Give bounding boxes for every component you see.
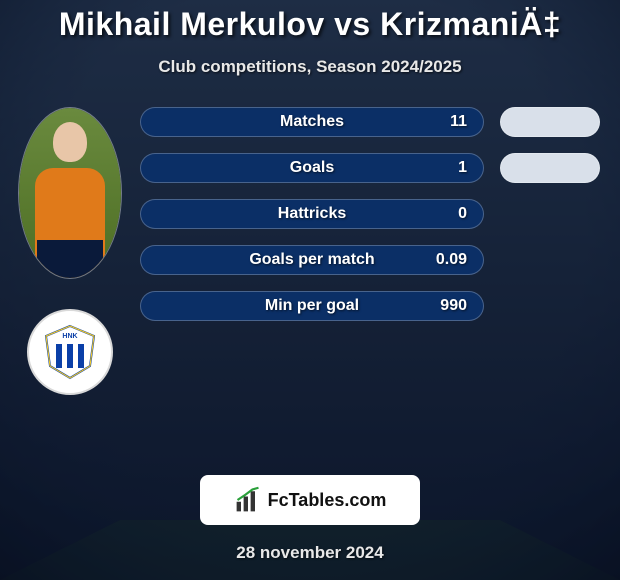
stat-pill: Hattricks 0 xyxy=(140,199,484,229)
subtitle: Club competitions, Season 2024/2025 xyxy=(0,57,620,77)
player2-stat-pill xyxy=(500,153,600,183)
fctables-watermark: FcTables.com xyxy=(200,475,420,525)
stat-value: 990 xyxy=(440,297,467,315)
stat-pill: Matches 11 xyxy=(140,107,484,137)
player2-column xyxy=(490,107,610,395)
player2-stat-pill xyxy=(500,107,600,137)
player1-shorts xyxy=(37,240,103,278)
generated-date: 28 november 2024 xyxy=(0,543,620,563)
stat-value: 0 xyxy=(458,205,467,223)
stat-value: 0.09 xyxy=(436,251,467,269)
stat-label: Min per goal xyxy=(265,297,359,315)
page-title: Mikhail Merkulov vs KrizmaniÄ‡ xyxy=(0,0,620,43)
stat-value: 1 xyxy=(458,159,467,177)
stat-pill: Goals per match 0.09 xyxy=(140,245,484,275)
stat-pill: Min per goal 990 xyxy=(140,291,484,321)
player1-photo xyxy=(18,107,122,279)
stat-label: Matches xyxy=(280,113,344,131)
stat-pills: Matches 11 Goals 1 Hattricks 0 Goals per match… xyxy=(130,107,490,395)
stat-value: 11 xyxy=(450,113,467,131)
watermark-text: FcTables.com xyxy=(268,490,387,511)
club-badge-text: HNK xyxy=(62,333,77,340)
chart-icon xyxy=(234,486,262,514)
stat-label: Goals per match xyxy=(249,251,374,269)
stat-label: Hattricks xyxy=(278,205,346,223)
stat-pill: Goals 1 xyxy=(140,153,484,183)
stat-label: Goals xyxy=(290,159,334,177)
player1-club-badge: HNK xyxy=(27,309,113,395)
comparison-area: HNK Matches 11 Goals 1 Hattricks 0 Goals per m… xyxy=(0,107,620,395)
player1-column: HNK xyxy=(10,107,130,395)
